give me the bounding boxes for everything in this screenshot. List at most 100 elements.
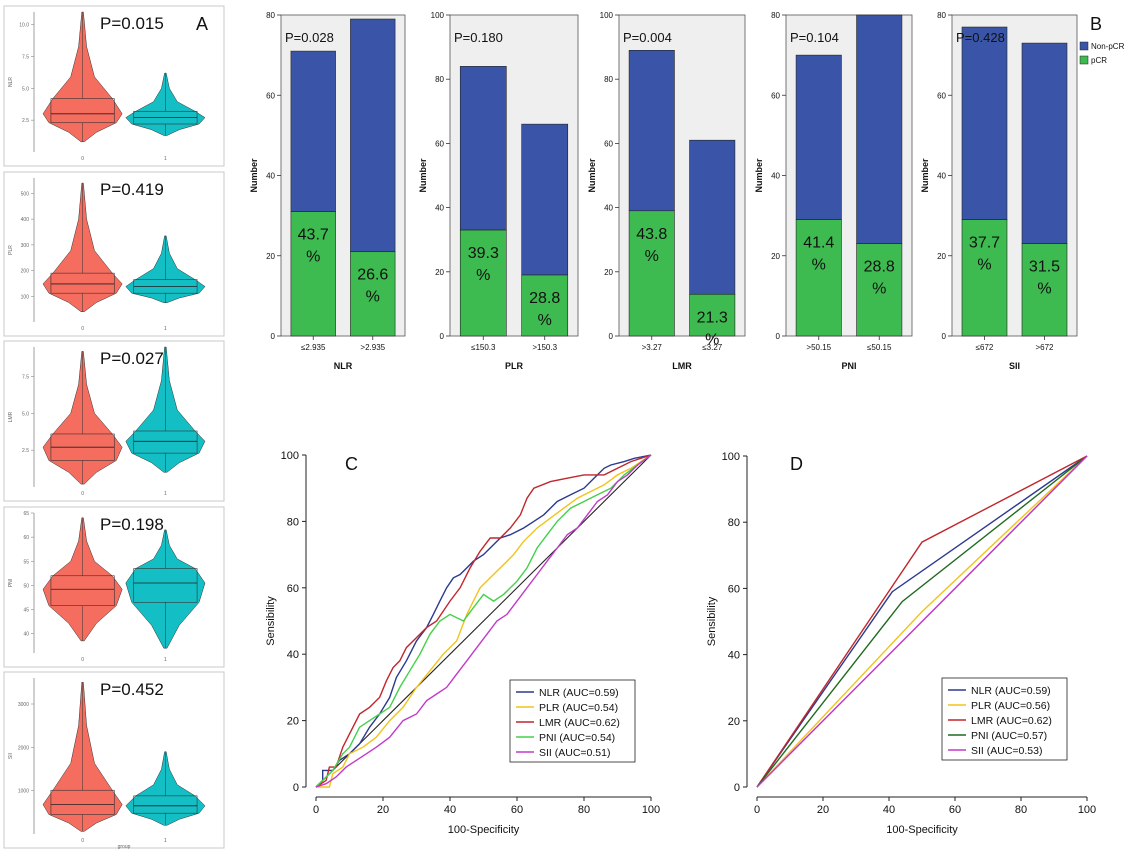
roc-x-tick-label: 80: [578, 804, 590, 816]
roc-y-tick-label: 100: [281, 450, 299, 462]
roc-x-tick-label: 60: [511, 804, 523, 816]
bar-x-tick-label: >672: [1035, 343, 1054, 352]
roc-x-tick-label: 100: [642, 804, 660, 816]
bar-percent-label: 41.4: [803, 235, 834, 252]
bar-non-pcr: [350, 18, 396, 253]
bar-y-tick-label: 40: [771, 172, 780, 181]
bar-x-label: LMR: [672, 361, 692, 371]
bar-y-label: Number: [920, 158, 930, 193]
violin-x-tick-label: 1: [164, 657, 167, 663]
bar-percent-sign: %: [1037, 281, 1051, 298]
bar-p-value: P=0.004: [623, 30, 672, 45]
bar-x-tick-label: ≤150.3: [471, 343, 496, 352]
bar-percent-sign: %: [538, 312, 552, 329]
bar-y-tick-label: 80: [266, 11, 275, 20]
roc-y-tick-label: 80: [287, 516, 299, 528]
bar-y-tick-label: 0: [942, 332, 947, 341]
violin-y-label: NLR: [8, 77, 14, 87]
violin-x-tick-label: 1: [164, 491, 167, 497]
bar-p-value: P=0.028: [285, 30, 334, 45]
roc-legend-box: [941, 677, 1068, 761]
bar-x-label: PNI: [841, 361, 856, 371]
violin-y-tick-label: 10.0: [19, 23, 29, 29]
roc-legend-label: LMR (AUC=0.62): [971, 715, 1052, 727]
violin-panel-plr: 100 200 300 400 500 PLR 0 1 P=0.419: [3, 171, 225, 337]
bar-panel-lmr: 020406080100Number43.8%>3.2721.3%≤3.27LM…: [587, 11, 746, 371]
violin-y-tick-label: 2.5: [22, 448, 29, 454]
bar-pcr: [290, 211, 336, 337]
violin-y-tick-label: 65: [23, 511, 29, 517]
violin-shape: [42, 517, 123, 642]
bar-x-label: NLR: [334, 361, 353, 371]
bar-percent-label: 26.6: [357, 267, 388, 284]
roc-series-line: [756, 455, 1088, 788]
violin-y-tick-label: 2.5: [22, 118, 29, 124]
bar-y-tick-label: 60: [771, 91, 780, 100]
bar-x-tick-label: ≤672: [976, 343, 994, 352]
roc-y-tick-label: 40: [728, 650, 740, 662]
violin-y-label: PNI: [8, 579, 14, 587]
roc-series-line: [756, 455, 1088, 788]
violin-panel-lmr: 2.5 5.0 7.5 LMR 0 1 P=0.027: [3, 340, 225, 502]
roc-legend-label: SII (AUC=0.51): [539, 747, 611, 759]
bar-y-tick-label: 80: [771, 11, 780, 20]
bar-non-pcr: [290, 50, 336, 212]
bar-y-tick-label: 60: [604, 139, 613, 148]
roc-y-tick-label: 40: [287, 649, 299, 661]
roc-series-line: [315, 454, 652, 788]
bar-y-label: Number: [754, 158, 764, 193]
roc-series-line: [756, 455, 1088, 788]
roc-x-tick-label: 0: [313, 804, 319, 816]
bar-p-value: P=0.428: [956, 30, 1005, 45]
bar-x-tick-label: >150.3: [532, 343, 557, 352]
bar-y-tick-label: 60: [266, 91, 275, 100]
roc-y-tick-label: 60: [287, 583, 299, 595]
bar-y-label: Number: [249, 158, 259, 193]
panel-label-b: B: [1090, 14, 1102, 34]
violin-y-tick-label: 1000: [18, 789, 29, 795]
roc-series-line: [316, 454, 652, 788]
roc-y-label: Sensibility: [265, 596, 277, 646]
bar-percent-sign: %: [306, 249, 320, 266]
violin-frame: [3, 5, 225, 167]
bar-panel-sii: 0 20 40 60 80 Number 37.7% ≤672 31.5% >672 SII P=0.…: [920, 11, 1125, 371]
bar-y-tick-label: 80: [435, 75, 444, 84]
bar-p-value: P=0.104: [790, 30, 839, 45]
violin-frame: [3, 671, 225, 849]
bar-percent-sign: %: [476, 267, 490, 284]
bar-percent-sign: %: [872, 281, 886, 298]
violin-p-value: P=0.027: [100, 349, 164, 368]
bar-non-pcr: [961, 26, 1008, 220]
roc-panel-d: 0 20 40 60 80 100 0 20 40 60 80 100 Sensibility 100-S…: [706, 451, 1096, 836]
roc-series-line: [315, 454, 652, 788]
bar-pcr: [459, 229, 507, 337]
bar-y-tick-label: 20: [771, 252, 780, 261]
violin-y-tick-label: 300: [21, 243, 30, 249]
violin-y-tick-label: 200: [21, 269, 30, 275]
roc-legend-label: PNI (AUC=0.54): [539, 732, 615, 744]
violin-y-tick-label: 55: [23, 559, 29, 565]
bar-y-tick-label: 40: [604, 204, 613, 213]
bar-y-tick-label: 20: [604, 268, 613, 277]
violin-y-tick-label: 500: [21, 191, 30, 197]
violin-panel-pni: 40 45 50 55 60 65 PNI 0 1 P=0.198: [3, 506, 225, 668]
bar-legend-label: Non-pCR: [1091, 42, 1125, 51]
roc-y-tick-label: 20: [287, 716, 299, 728]
violin-x-tick-label: 1: [164, 838, 167, 844]
bar-percent-label: 31.5: [1029, 259, 1060, 276]
violin-p-value: P=0.419: [100, 180, 164, 199]
bar-y-tick-label: 100: [600, 11, 614, 20]
violin-p-value: P=0.452: [100, 680, 164, 699]
bar-y-tick-label: 0: [609, 332, 614, 341]
bar-y-tick-label: 40: [937, 172, 946, 181]
bar-panel-nlr: 0 20 40 60 80 Number 43.7% ≤2.935 26.6% >2.935 NLR…: [249, 11, 406, 371]
roc-series-line: [315, 454, 652, 788]
violin-x-tick-label: 0: [81, 156, 84, 162]
bar-y-label: Number: [418, 158, 428, 193]
bar-x-tick-label: ≤2.935: [301, 343, 326, 352]
bar-p-value: P=0.180: [454, 30, 503, 45]
roc-y-tick-label: 60: [728, 583, 740, 595]
bar-percent-sign: %: [977, 257, 991, 274]
bar-x-tick-label: >2.935: [360, 343, 385, 352]
